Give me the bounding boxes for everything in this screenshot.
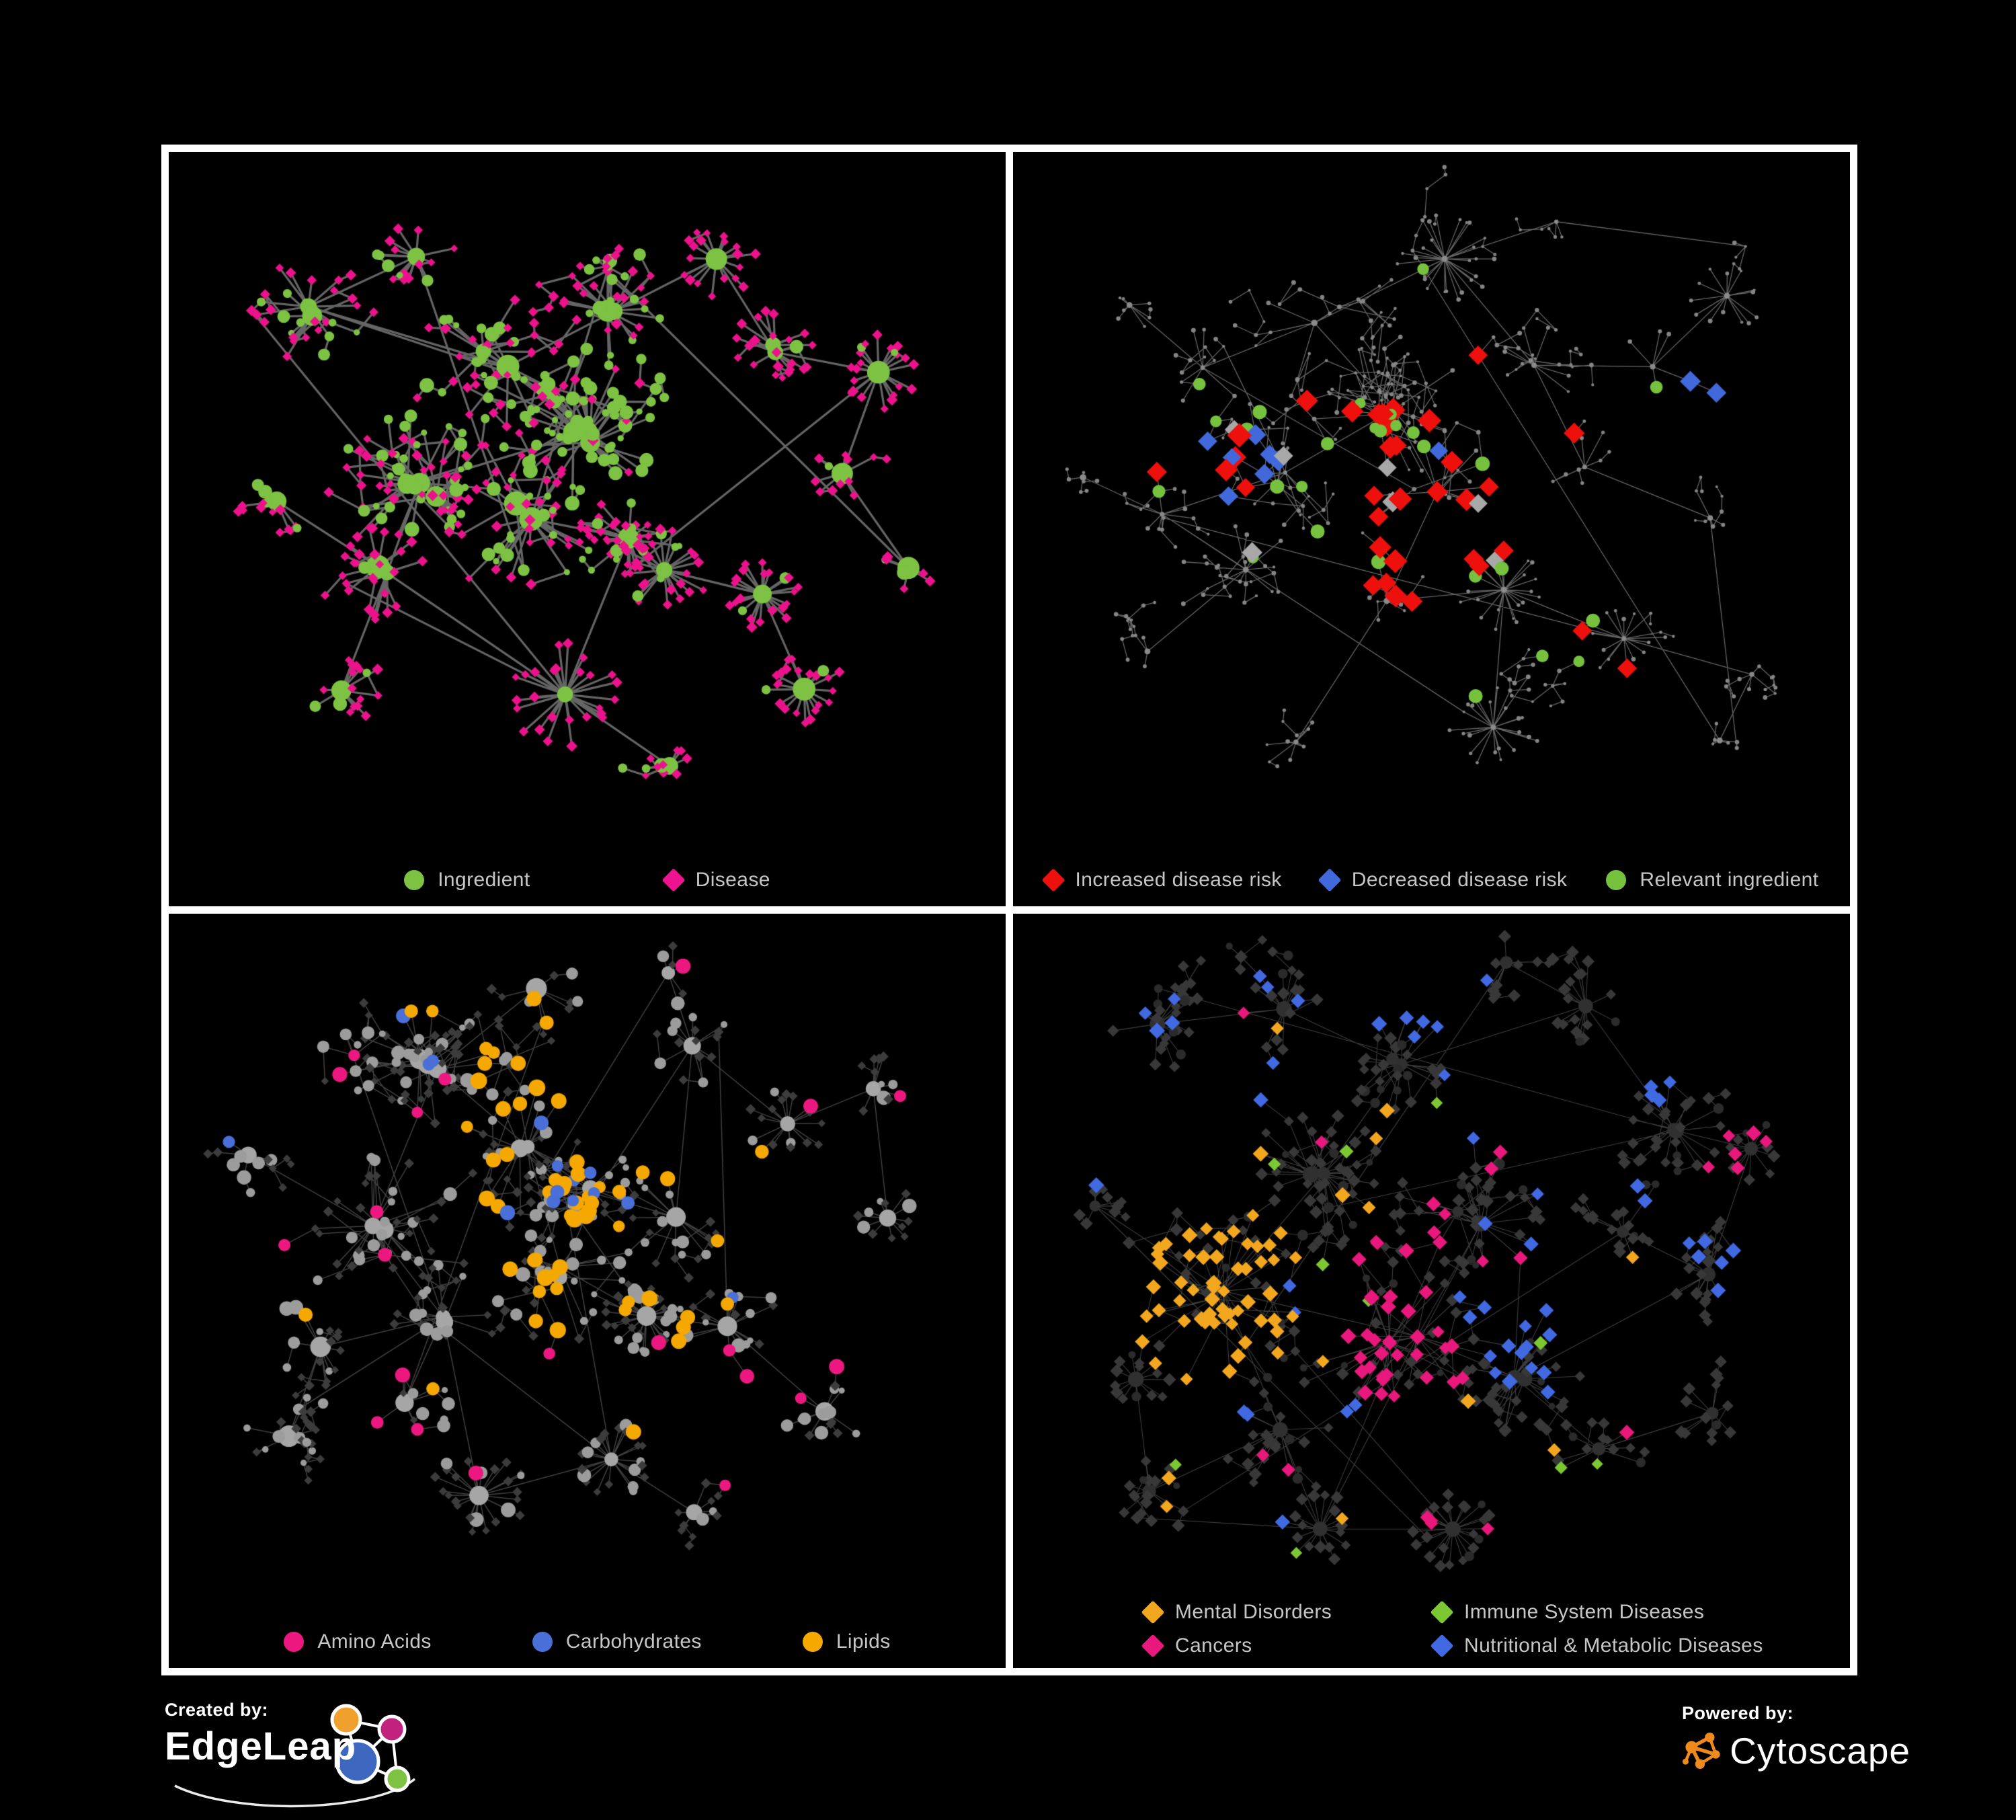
- created-by-label: Created by:: [165, 1700, 269, 1720]
- legend-item: Carbohydrates: [532, 1630, 702, 1653]
- edgeleap-wordmark: EdgeLeap: [165, 1725, 357, 1768]
- legend-item: Cancers: [1141, 1634, 1406, 1658]
- panel-ingredient-disease: Ingredient Disease: [169, 152, 1006, 906]
- carbohydrates-circle-marker: [532, 1632, 553, 1652]
- legend-item: Lipids: [802, 1630, 891, 1653]
- amino-acids-circle-marker: [284, 1632, 305, 1652]
- legend-item: Mental Disorders: [1141, 1600, 1406, 1624]
- panel-disease-risk: Increased disease risk Decreased disease…: [1013, 152, 1850, 906]
- lipids-circle-marker: [802, 1632, 823, 1652]
- cytoscape-logo-icon: [1682, 1733, 1720, 1769]
- legend-label: Increased disease risk: [1075, 869, 1282, 891]
- edgeleap-logo-icon: [174, 1704, 416, 1808]
- legend-label: Lipids: [836, 1630, 891, 1653]
- edgeleap-credit: Created by: EdgeLeap: [165, 1700, 541, 1814]
- legend-item: Ingredient: [404, 869, 530, 892]
- immune-system-diseases-diamond-marker: [1430, 1600, 1454, 1624]
- legend-macronutrients: Amino Acids Carbohydrates Lipids: [169, 1630, 1006, 1653]
- cancers-diamond-marker: [1141, 1634, 1165, 1658]
- mental-disorders-diamond-marker: [1141, 1600, 1165, 1624]
- ingredient-disease-network-canvas: [169, 152, 1006, 906]
- legend-item: Immune System Diseases: [1430, 1600, 1763, 1624]
- legend-disease-categories: Mental Disorders Immune System Diseases …: [1013, 1600, 1850, 1658]
- macronutrient-network-canvas: [169, 914, 1006, 1668]
- legend-item: Nutritional & Metabolic Diseases: [1430, 1634, 1763, 1658]
- legend-item: Disease: [661, 868, 770, 892]
- legend-label: Carbohydrates: [565, 1630, 702, 1653]
- decreased-risk-diamond-marker: [1318, 868, 1342, 892]
- legend-label: Ingredient: [438, 869, 530, 891]
- cytoscape-wordmark: Cytoscape: [1730, 1730, 1910, 1772]
- increased-risk-diamond-marker: [1041, 868, 1065, 892]
- legend-label: Nutritional & Metabolic Diseases: [1464, 1634, 1763, 1657]
- panel-macronutrients: Amino Acids Carbohydrates Lipids: [169, 914, 1006, 1668]
- disease-risk-network-canvas: [1013, 152, 1850, 906]
- nutritional-metabolic-diseases-diamond-marker: [1430, 1634, 1454, 1658]
- legend-label: Cancers: [1175, 1634, 1252, 1657]
- powered-by-label: Powered by:: [1682, 1703, 1794, 1723]
- legend-label: Amino Acids: [317, 1630, 432, 1653]
- relevant-ingredient-circle-marker: [1606, 870, 1627, 890]
- legend-label: Immune System Diseases: [1464, 1601, 1705, 1623]
- disease-category-network-canvas: [1013, 914, 1850, 1668]
- legend-label: Disease: [695, 869, 770, 891]
- legend-item: Increased disease risk: [1041, 868, 1282, 892]
- disease-diamond-marker: [661, 868, 686, 892]
- ingredient-circle-marker: [404, 870, 425, 890]
- panel-grid-frame: Ingredient Disease Increased disease ris…: [161, 145, 1857, 1675]
- legend-ingredient-disease: Ingredient Disease: [169, 868, 1006, 892]
- legend-item: Amino Acids: [284, 1630, 431, 1653]
- legend-disease-risk: Increased disease risk Decreased disease…: [1013, 868, 1850, 892]
- cytoscape-credit: Powered by: Cytoscape: [1682, 1703, 1910, 1774]
- legend-item: Relevant ingredient: [1606, 869, 1818, 892]
- legend-label: Relevant ingredient: [1640, 869, 1819, 891]
- panel-disease-categories: Mental Disorders Immune System Diseases …: [1013, 914, 1850, 1668]
- legend-item: Decreased disease risk: [1318, 868, 1568, 892]
- legend-label: Decreased disease risk: [1351, 869, 1568, 891]
- legend-label: Mental Disorders: [1175, 1601, 1332, 1623]
